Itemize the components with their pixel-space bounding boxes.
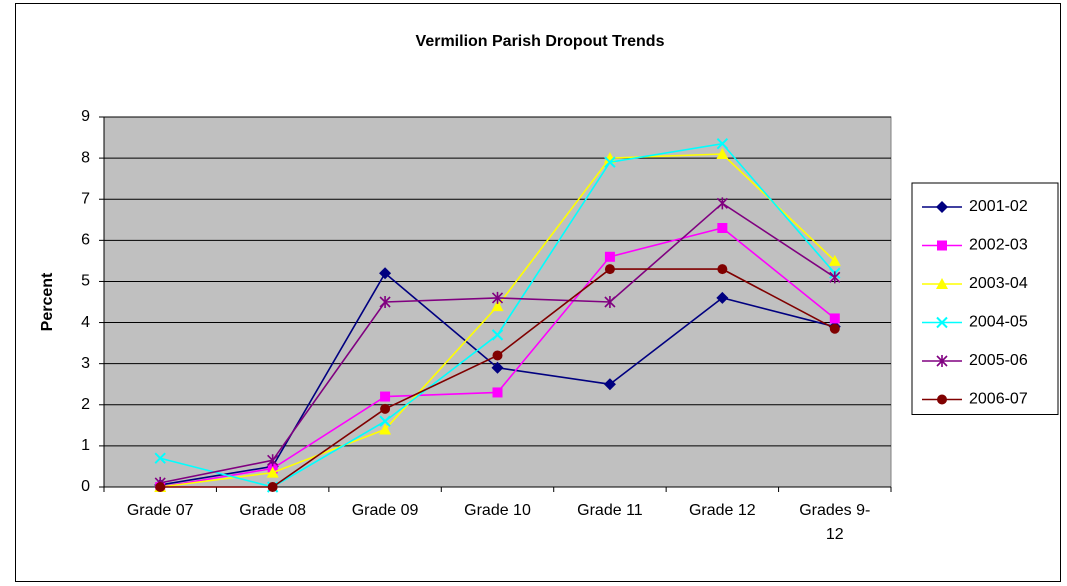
legend-label: 2004-05: [969, 314, 1028, 331]
marker: [379, 267, 392, 280]
marker: [266, 466, 279, 478]
marker: [603, 378, 616, 391]
legend-label: 2002-03: [969, 237, 1028, 254]
legend-marker: [936, 355, 948, 367]
y-tick-label: 9: [81, 108, 90, 125]
marker: [492, 350, 503, 361]
marker: [379, 296, 391, 308]
marker: [716, 291, 729, 304]
marker: [492, 387, 503, 398]
marker: [829, 323, 840, 334]
marker: [604, 251, 615, 262]
y-tick-label: 1: [81, 437, 90, 454]
marker: [604, 296, 616, 308]
x-tick-label: Grade 11: [577, 502, 643, 519]
marker: [267, 454, 279, 467]
y-tick-label: 7: [81, 190, 90, 207]
marker: [829, 313, 840, 324]
marker: [717, 223, 728, 233]
legend-marker: [937, 394, 947, 405]
marker: [716, 148, 729, 159]
marker: [380, 403, 391, 414]
y-axis-label: Percent: [39, 272, 56, 331]
marker: [491, 329, 504, 341]
marker: [491, 300, 504, 312]
y-tick-label: 3: [81, 355, 90, 372]
marker: [716, 138, 729, 150]
y-tick-label: 5: [81, 273, 90, 290]
marker: [154, 452, 166, 464]
x-tick-label: Grade 10: [464, 502, 531, 519]
legend-marker: [937, 240, 947, 251]
legend-label: 2006-07: [969, 391, 1028, 408]
legend-label: 2005-06: [969, 352, 1028, 369]
legend-label: 2001-02: [969, 198, 1028, 215]
marker: [155, 482, 166, 492]
marker: [829, 271, 841, 284]
marker: [716, 197, 728, 210]
marker: [491, 291, 504, 304]
legend-marker: [936, 316, 948, 329]
x-tick-label: Grade 07: [126, 502, 194, 519]
marker: [380, 391, 391, 402]
marker: [379, 423, 392, 435]
y-tick-label: 4: [81, 314, 90, 331]
y-tick-label: 8: [81, 149, 90, 166]
legend-marker: [936, 278, 948, 289]
y-tick-label: 2: [81, 396, 90, 413]
marker: [604, 156, 616, 168]
marker: [379, 415, 391, 427]
legend-label: 2003-04: [969, 275, 1028, 292]
marker: [717, 264, 728, 275]
x-tick-label: Grades 9-12: [799, 502, 871, 543]
chart-title: Vermilion Parish Dropout Trends: [416, 33, 665, 50]
x-tick-label: Grade 08: [239, 502, 306, 519]
x-tick-label: Grade 09: [351, 502, 419, 519]
y-tick-label: 6: [81, 232, 90, 249]
legend-marker: [936, 201, 948, 213]
marker: [604, 264, 615, 275]
marker: [267, 482, 278, 492]
marker: [491, 361, 504, 374]
legend-box: [911, 182, 1059, 415]
x-tick-label: Grade 12: [688, 502, 756, 519]
y-tick-label: 0: [81, 478, 90, 495]
marker: [828, 254, 841, 266]
